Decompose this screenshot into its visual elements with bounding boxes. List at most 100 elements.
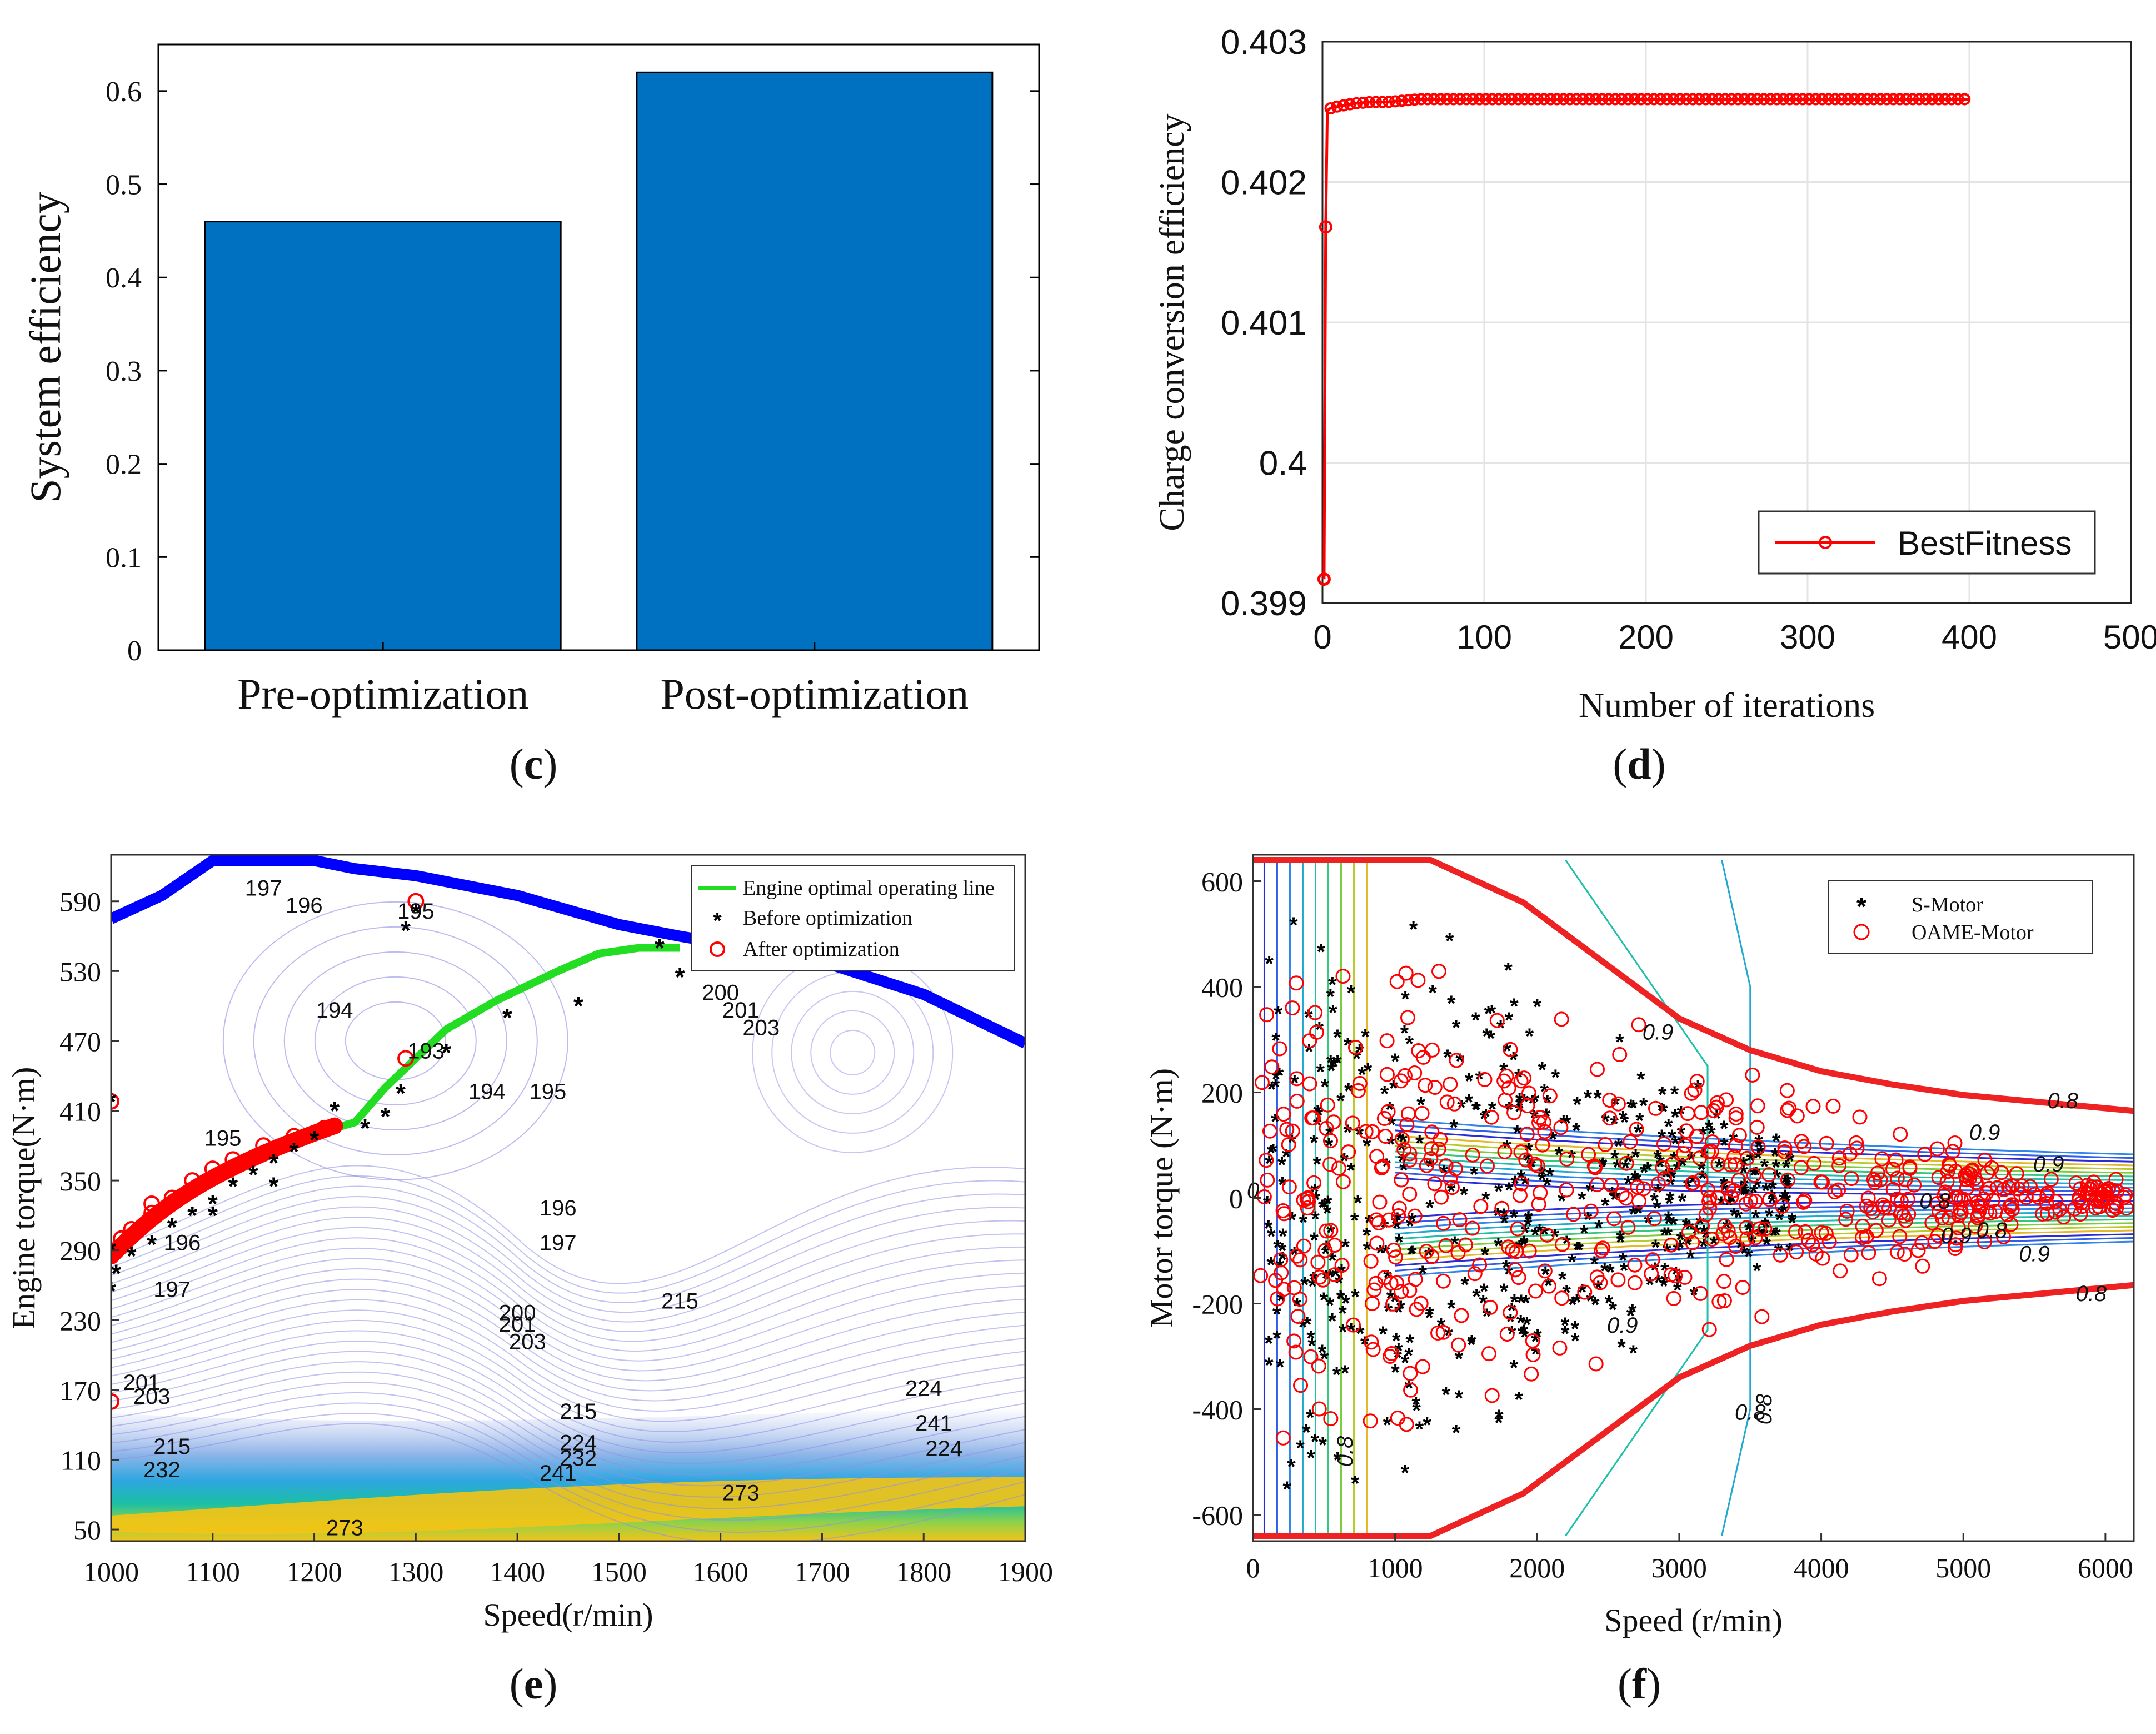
- oame-motor-point: [2098, 1183, 2113, 1198]
- s-motor-point: *: [1500, 1279, 1509, 1304]
- oame-motor-point: [1289, 975, 1304, 991]
- contour-line-upper: [1395, 1124, 2134, 1159]
- oame-motor-point: [1798, 1224, 1813, 1239]
- s-motor-point: *: [1364, 1059, 1373, 1084]
- oame-motor-point: [2048, 1194, 2063, 1209]
- oame-motor-point: [1716, 1274, 1732, 1289]
- s-motor-point: *: [1729, 1128, 1738, 1153]
- before-optimization-point: *: [502, 1003, 512, 1032]
- oame-motor-point: [1514, 1176, 1529, 1192]
- y-tick-label-0: -600: [1192, 1500, 1243, 1531]
- s-motor-point: *: [1660, 1223, 1669, 1248]
- marker-bestfitness: [1913, 93, 1925, 106]
- s-motor-point: *: [1271, 1110, 1280, 1134]
- contour-line: [111, 1248, 1025, 1362]
- marker-bestfitness: [1699, 93, 1712, 106]
- s-motor-point: *: [1296, 1436, 1305, 1461]
- marker-bestfitness: [1415, 93, 1428, 106]
- oame-motor-point: [1254, 1075, 1270, 1090]
- s-motor-point: *: [1666, 1173, 1675, 1198]
- oame-motor-point: [1312, 1269, 1327, 1285]
- y-tick-label-4: 0.403: [1221, 23, 1307, 62]
- oame-motor-point: [1443, 1077, 1458, 1092]
- oame-motor-point: [1275, 1430, 1291, 1446]
- oame-motor-point: [1871, 1271, 1887, 1287]
- oame-motor-point: [1631, 1017, 1646, 1033]
- after-optimization-point: [316, 1119, 333, 1137]
- s-motor-point: *: [1344, 1034, 1353, 1058]
- s-motor-point: *: [1452, 1421, 1461, 1446]
- oame-motor-point: [1719, 1252, 1734, 1267]
- contour-label: 232: [560, 1446, 597, 1471]
- oame-motor-point: [1959, 1180, 1974, 1195]
- s-motor-point: *: [1620, 1258, 1629, 1283]
- oame-motor-point: [1414, 1105, 1430, 1121]
- oame-motor-point: [1272, 1041, 1287, 1057]
- oame-motor-point: [1311, 1401, 1327, 1417]
- s-motor-point: *: [1391, 1212, 1400, 1236]
- oame-motor-point: [1494, 1200, 1510, 1216]
- oame-motor-point: [1861, 1245, 1876, 1260]
- s-motor-point: *: [1545, 1164, 1554, 1188]
- y-tick-label-2: 170: [59, 1375, 101, 1406]
- s-motor-point: *: [1521, 1221, 1530, 1245]
- oame-motor-point: [1773, 1247, 1788, 1263]
- oame-motor-point: [1910, 1243, 1926, 1258]
- s-motor-point: *: [1500, 1211, 1509, 1235]
- s-motor-point: *: [1470, 1163, 1479, 1187]
- s-motor-point: *: [1781, 1171, 1790, 1195]
- marker-bestfitness: [1441, 93, 1454, 106]
- s-motor-point: *: [1341, 1235, 1350, 1259]
- marker-bestfitness: [1777, 93, 1790, 106]
- s-motor-point: *: [1471, 1098, 1480, 1122]
- s-motor-point: *: [1673, 1239, 1681, 1263]
- marker-bestfitness: [1641, 93, 1654, 106]
- s-motor-point: *: [1383, 1413, 1391, 1437]
- oame-motor-point: [1757, 1221, 1773, 1237]
- oame-motor-point: [1797, 1193, 1813, 1208]
- oame-motor-point: [1260, 1172, 1275, 1188]
- oame-motor-point: [1623, 1134, 1638, 1149]
- oame-motor-point: [1350, 1083, 1366, 1098]
- s-motor-point: *: [1510, 1205, 1519, 1230]
- s-motor-point: *: [1768, 1190, 1776, 1215]
- oame-motor-point: [1795, 1194, 1811, 1210]
- oame-motor-point: [1300, 1200, 1315, 1215]
- oame-motor-point: [1500, 1239, 1516, 1255]
- s-motor-point: *: [1580, 1222, 1589, 1246]
- oame-motor-point: [1320, 1097, 1335, 1113]
- marker-bestfitness: [1538, 93, 1550, 106]
- s-motor-point: *: [1744, 1245, 1753, 1269]
- before-optimization-point: *: [573, 991, 583, 1020]
- before-optimization-point: *: [208, 1189, 218, 1218]
- s-motor-point: *: [1339, 1320, 1348, 1344]
- marker-bestfitness: [1829, 93, 1841, 106]
- before-optimization-point: *: [675, 963, 685, 991]
- x-axis-title-e: Speed(r/min): [483, 1597, 653, 1633]
- caption-d-letter: d: [1627, 740, 1651, 788]
- s-motor-point: *: [1629, 1341, 1638, 1366]
- x-tick-label-1: 1100: [186, 1556, 240, 1587]
- y-tick-label-6: 0.6: [106, 76, 142, 108]
- oame-motor-point: [1844, 1171, 1859, 1187]
- legend-marker-before: *: [713, 909, 722, 933]
- oame-motor-point: [1614, 1187, 1630, 1202]
- oame-motor-point: [1761, 1167, 1777, 1183]
- oame-motor-point: [1413, 1295, 1429, 1311]
- marker-bestfitness: [1518, 93, 1531, 106]
- s-motor-point: *: [1515, 1099, 1524, 1124]
- s-motor-point: *: [1405, 1331, 1414, 1355]
- oame-motor-point: [1619, 1155, 1634, 1171]
- contour-line: [111, 1289, 1025, 1402]
- oame-motor-point: [1752, 1221, 1768, 1237]
- contour-line: [111, 1217, 1025, 1332]
- oame-motor-point: [1465, 1220, 1480, 1236]
- chart-f: **** ***** * *** ***************************…: [1144, 854, 2135, 1638]
- s-motor-point: *: [1264, 1217, 1273, 1241]
- s-motor-point: *: [1346, 1158, 1355, 1183]
- y-tick-label-6: 600: [1201, 866, 1243, 898]
- s-motor-point: *: [1558, 1189, 1566, 1214]
- contour-label: 215: [661, 1289, 698, 1313]
- oame-motor-point: [1648, 1100, 1663, 1116]
- s-motor-point: *: [1608, 1184, 1617, 1208]
